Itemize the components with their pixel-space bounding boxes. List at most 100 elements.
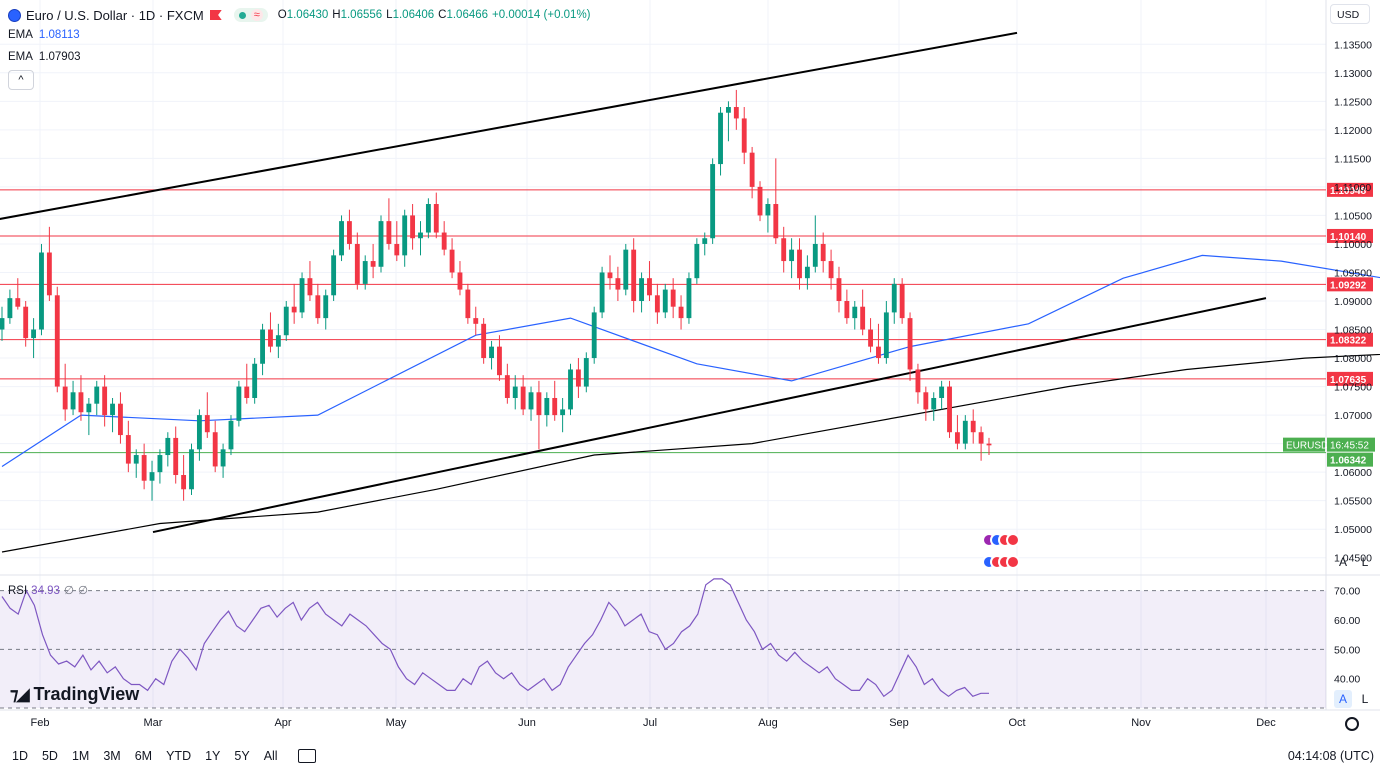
- timeframe-1d[interactable]: 1D: [12, 749, 28, 763]
- candle-body[interactable]: [110, 403, 115, 416]
- candle-body[interactable]: [504, 375, 510, 398]
- candle-body[interactable]: [528, 392, 534, 410]
- candle-body[interactable]: [378, 221, 384, 267]
- candle-body[interactable]: [923, 392, 929, 410]
- candle-body[interactable]: [0, 318, 5, 330]
- candle-body[interactable]: [141, 455, 147, 481]
- candle-body[interactable]: [726, 107, 731, 113]
- trendline[interactable]: [152, 297, 1267, 534]
- candle-body[interactable]: [915, 369, 921, 393]
- candle-body[interactable]: [852, 306, 858, 319]
- timeframe-all[interactable]: All: [263, 749, 278, 763]
- candle-body[interactable]: [220, 449, 226, 467]
- candle-body[interactable]: [7, 298, 13, 319]
- timeframe-1m[interactable]: 1M: [71, 749, 90, 763]
- candle-body[interactable]: [568, 369, 573, 410]
- candle-body[interactable]: [544, 397, 550, 416]
- candle-body[interactable]: [520, 386, 526, 410]
- candle-body[interactable]: [591, 312, 597, 359]
- candle-body[interactable]: [741, 118, 747, 153]
- timeframe-5d[interactable]: 5D: [41, 749, 58, 763]
- rsi-legend[interactable]: RSI 34.93 ∅ ∅: [8, 583, 92, 597]
- candle-body[interactable]: [268, 329, 273, 347]
- log-scale-button[interactable]: L: [1361, 555, 1369, 569]
- candle-body[interactable]: [402, 215, 408, 256]
- candle-body[interactable]: [489, 346, 494, 359]
- candle-body[interactable]: [228, 420, 234, 450]
- candle-body[interactable]: [883, 312, 889, 359]
- candle-body[interactable]: [844, 301, 850, 319]
- candle-body[interactable]: [702, 238, 708, 244]
- candle-body[interactable]: [970, 420, 976, 433]
- candle-body[interactable]: [315, 295, 321, 319]
- gear-icon[interactable]: [1345, 717, 1359, 731]
- candle-body[interactable]: [733, 107, 739, 119]
- candle-body[interactable]: [583, 358, 589, 387]
- candle-body[interactable]: [954, 432, 960, 444]
- candle-body[interactable]: [386, 221, 392, 244]
- candle-body[interactable]: [765, 204, 771, 216]
- candle-body[interactable]: [868, 329, 873, 347]
- calendar-icon[interactable]: [297, 749, 316, 763]
- timeframe-6m[interactable]: 6M: [134, 749, 153, 763]
- candle-body[interactable]: [939, 386, 945, 398]
- candle-body[interactable]: [449, 249, 455, 273]
- symbol-title[interactable]: Euro / U.S. Dollar · 1D · FXCM: [26, 7, 204, 23]
- candle-body[interactable]: [710, 164, 716, 239]
- candle-body[interactable]: [173, 437, 179, 476]
- candle-body[interactable]: [639, 278, 645, 301]
- candle-body[interactable]: [694, 243, 700, 279]
- candle-body[interactable]: [165, 437, 171, 456]
- symbol-header[interactable]: Euro / U.S. Dollar · 1D · FXCM ≈ O1.0643…: [8, 6, 595, 24]
- candle-body[interactable]: [560, 409, 566, 416]
- candle-body[interactable]: [204, 415, 210, 433]
- candle-body[interactable]: [891, 283, 897, 313]
- candle-body[interactable]: [662, 289, 668, 313]
- timeframe-5y[interactable]: 5Y: [234, 749, 250, 763]
- candle-body[interactable]: [157, 455, 163, 473]
- candle-body[interactable]: [125, 435, 131, 464]
- candle-body[interactable]: [757, 186, 763, 216]
- candle-body[interactable]: [354, 243, 360, 284]
- candle-body[interactable]: [931, 397, 937, 410]
- candle-body[interactable]: [15, 298, 21, 307]
- candle-body[interactable]: [339, 221, 344, 256]
- candle-body[interactable]: [536, 392, 542, 416]
- candle-body[interactable]: [457, 272, 463, 290]
- candle-body[interactable]: [481, 323, 487, 359]
- candle-body[interactable]: [86, 403, 92, 413]
- candle-body[interactable]: [615, 278, 621, 290]
- candle-body[interactable]: [299, 278, 305, 313]
- candle-body[interactable]: [433, 204, 439, 233]
- rsi-log-scale-button[interactable]: L: [1361, 692, 1369, 706]
- candle-body[interactable]: [425, 204, 431, 233]
- candle-body[interactable]: [46, 252, 52, 296]
- candle-body[interactable]: [962, 420, 968, 444]
- candle-body[interactable]: [394, 243, 400, 256]
- candle-body[interactable]: [236, 386, 242, 421]
- utc-clock[interactable]: 04:14:08 (UTC): [1287, 749, 1374, 763]
- candle-body[interactable]: [986, 443, 992, 446]
- timeframe-3m[interactable]: 3M: [103, 749, 121, 763]
- candle-body[interactable]: [820, 243, 826, 262]
- candle-body[interactable]: [362, 261, 368, 284]
- candle-body[interactable]: [497, 346, 502, 376]
- collapse-legend-button[interactable]: ^: [8, 70, 34, 90]
- candle-body[interactable]: [686, 278, 692, 319]
- candle-body[interactable]: [781, 238, 787, 262]
- candle-body[interactable]: [260, 329, 265, 364]
- candle-body[interactable]: [718, 112, 723, 165]
- candle-body[interactable]: [836, 278, 842, 301]
- ema-fast-legend[interactable]: EMA 1.08113: [8, 29, 80, 41]
- candle-body[interactable]: [196, 415, 202, 450]
- candle-body[interactable]: [575, 369, 581, 387]
- candle-body[interactable]: [94, 386, 100, 404]
- candle-body[interactable]: [789, 249, 795, 262]
- candle-body[interactable]: [31, 329, 37, 339]
- rsi-auto-scale-button[interactable]: A: [1334, 690, 1352, 708]
- candle-body[interactable]: [860, 306, 866, 330]
- candle-body[interactable]: [797, 249, 802, 279]
- candle-body[interactable]: [899, 283, 905, 319]
- candle-body[interactable]: [149, 472, 155, 481]
